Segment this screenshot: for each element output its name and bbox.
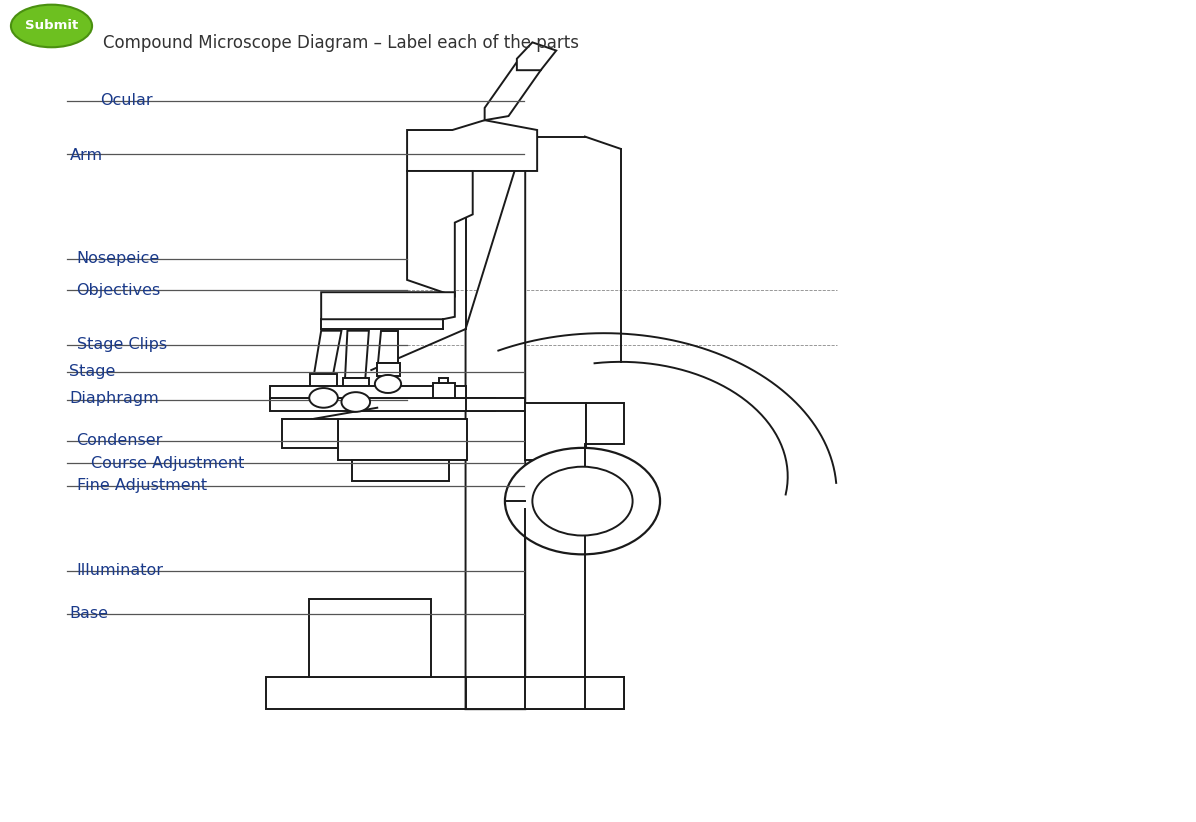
Polygon shape bbox=[407, 171, 472, 296]
Polygon shape bbox=[282, 419, 338, 448]
Text: Objectives: Objectives bbox=[77, 283, 160, 298]
Polygon shape bbox=[433, 383, 454, 398]
Text: Course Adjustment: Course Adjustment bbox=[91, 456, 244, 471]
Text: Stage Clips: Stage Clips bbox=[77, 337, 166, 352]
Polygon shape bbox=[586, 403, 624, 444]
Polygon shape bbox=[407, 120, 537, 171]
Polygon shape bbox=[267, 677, 624, 709]
Circle shape bbox=[310, 388, 338, 408]
Polygon shape bbox=[310, 599, 431, 677]
Polygon shape bbox=[338, 419, 466, 460]
Ellipse shape bbox=[11, 5, 92, 48]
Polygon shape bbox=[344, 330, 368, 378]
Polygon shape bbox=[315, 330, 341, 374]
Circle shape bbox=[532, 467, 633, 535]
Polygon shape bbox=[517, 43, 556, 70]
Polygon shape bbox=[311, 374, 337, 390]
Polygon shape bbox=[439, 378, 447, 383]
Polygon shape bbox=[465, 136, 525, 709]
Circle shape bbox=[341, 392, 370, 412]
Text: Stage: Stage bbox=[69, 364, 116, 379]
Text: Submit: Submit bbox=[25, 20, 78, 32]
Text: Fine Adjustment: Fine Adjustment bbox=[77, 478, 207, 493]
Polygon shape bbox=[270, 398, 495, 411]
Text: Nosepeice: Nosepeice bbox=[77, 251, 160, 266]
Polygon shape bbox=[352, 460, 448, 481]
Polygon shape bbox=[270, 386, 465, 398]
Circle shape bbox=[374, 375, 401, 393]
Text: Base: Base bbox=[69, 606, 109, 621]
Text: Ocular: Ocular bbox=[100, 93, 153, 108]
Text: Illuminator: Illuminator bbox=[77, 563, 164, 578]
Polygon shape bbox=[377, 363, 399, 376]
Polygon shape bbox=[465, 398, 525, 411]
Polygon shape bbox=[378, 330, 397, 363]
Text: Compound Microscope Diagram – Label each of the parts: Compound Microscope Diagram – Label each… bbox=[103, 35, 579, 52]
Text: Arm: Arm bbox=[69, 148, 103, 163]
Text: Diaphragm: Diaphragm bbox=[69, 391, 159, 406]
Polygon shape bbox=[525, 403, 586, 460]
Polygon shape bbox=[342, 378, 368, 394]
Polygon shape bbox=[465, 677, 624, 709]
Polygon shape bbox=[484, 62, 541, 120]
Text: Condenser: Condenser bbox=[77, 433, 163, 448]
Polygon shape bbox=[322, 292, 454, 319]
Circle shape bbox=[505, 448, 660, 554]
